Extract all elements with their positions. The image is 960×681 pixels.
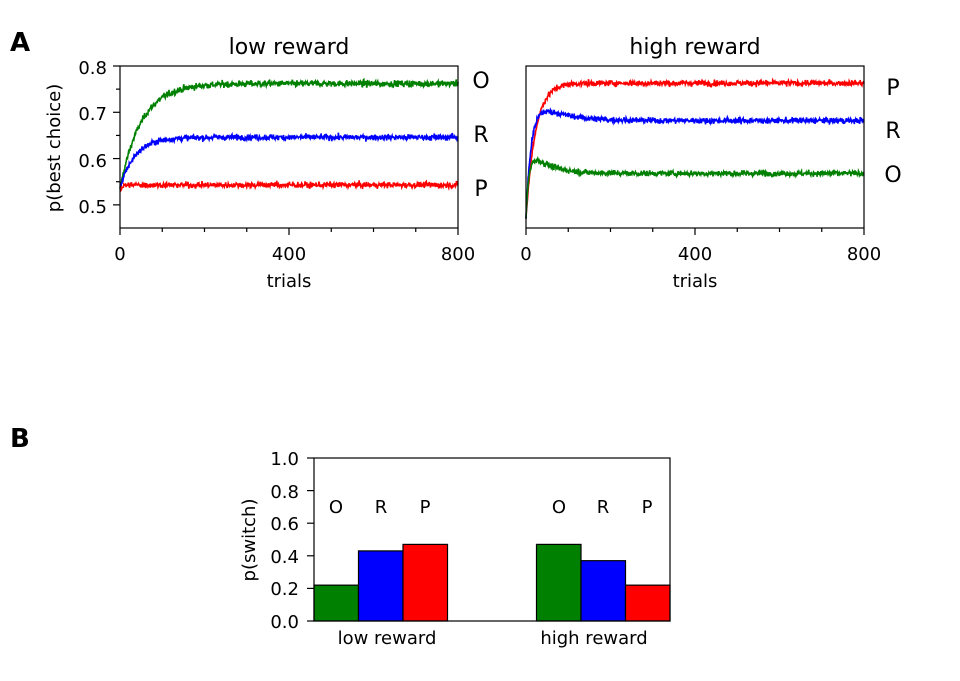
plot-frame xyxy=(119,65,459,229)
plot-frame xyxy=(313,457,671,622)
bar-R-low xyxy=(357,550,404,622)
bar-series-label: P xyxy=(642,497,653,518)
bar-P-low xyxy=(402,543,449,622)
y-tick-label: 0.7 xyxy=(78,104,107,125)
y-tick-label: 0.6 xyxy=(270,514,299,535)
y-tick-label: 0.4 xyxy=(270,547,299,568)
y-axis-label: p(switch) xyxy=(239,499,260,582)
x-axis-label: trials xyxy=(267,271,312,292)
series-end-label: O xyxy=(472,69,489,94)
series-line-R xyxy=(525,107,865,219)
category-label: low reward xyxy=(338,628,437,649)
panel-label-a: A xyxy=(10,28,30,58)
bar-chart-switch: 0.0 0.2 0.4 0.6 0.8 1.0 p(switch) low re… xyxy=(239,449,671,649)
x-tick-label: 400 xyxy=(272,244,306,265)
bar-O-high xyxy=(535,543,582,622)
category-label: high reward xyxy=(540,628,647,649)
series-end-label: R xyxy=(473,123,488,148)
axis-ticks xyxy=(525,228,865,235)
y-axis-label: p(best choice) xyxy=(44,84,65,212)
bar-series-label: P xyxy=(420,497,431,518)
panel-label-b: B xyxy=(10,424,30,454)
bars-layer xyxy=(313,543,671,622)
y-tick-label: 0.8 xyxy=(78,58,107,79)
y-tick-label: 1.0 xyxy=(270,449,299,470)
series-line-R xyxy=(119,131,459,190)
bar-series-label: R xyxy=(597,497,610,518)
x-tick-label: 800 xyxy=(847,244,881,265)
plot-frame xyxy=(525,65,865,229)
bar-P-high xyxy=(624,584,671,622)
y-tick-label: 0.2 xyxy=(270,579,299,600)
chart-title: high reward xyxy=(629,35,760,60)
bar-O-low xyxy=(313,584,360,622)
axis-ticks xyxy=(113,65,459,235)
x-tick-label: 0 xyxy=(520,244,531,265)
series-line-P xyxy=(119,179,459,193)
bar-series-label: O xyxy=(552,497,566,518)
x-tick-label: 800 xyxy=(441,244,475,265)
series-layer xyxy=(119,77,459,193)
x-tick-label: 400 xyxy=(678,244,712,265)
y-tick-label: 0.6 xyxy=(78,151,107,172)
x-tick-label: 0 xyxy=(114,244,125,265)
y-tick-label: 0.5 xyxy=(78,197,107,218)
series-layer xyxy=(525,77,865,219)
chart-title: low reward xyxy=(229,35,350,60)
line-chart-high-reward: high reward 0 400 800 trials P R O xyxy=(520,35,901,292)
series-end-label: R xyxy=(885,119,900,144)
bar-series-label: O xyxy=(329,497,343,518)
series-end-label: P xyxy=(474,177,487,202)
y-tick-label: 0.8 xyxy=(270,482,299,503)
line-chart-low-reward: low reward 0 400 800 0.5 0.6 0.7 0.8 tri… xyxy=(44,35,490,292)
series-end-label: P xyxy=(886,76,899,101)
x-axis-label: trials xyxy=(673,271,718,292)
axis-ticks xyxy=(307,457,314,622)
series-line-P xyxy=(525,77,865,219)
bar-R-high xyxy=(580,560,627,622)
y-tick-label: 0.0 xyxy=(270,612,299,633)
series-line-O xyxy=(525,155,865,219)
bar-series-label: R xyxy=(375,497,388,518)
series-line-O xyxy=(119,77,459,189)
series-end-label: O xyxy=(884,163,901,188)
